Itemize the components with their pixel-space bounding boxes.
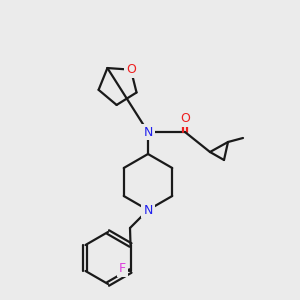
Text: N: N <box>143 203 153 217</box>
Text: O: O <box>126 63 136 76</box>
Text: F: F <box>119 262 126 275</box>
Text: N: N <box>143 125 153 139</box>
Text: O: O <box>180 112 190 125</box>
